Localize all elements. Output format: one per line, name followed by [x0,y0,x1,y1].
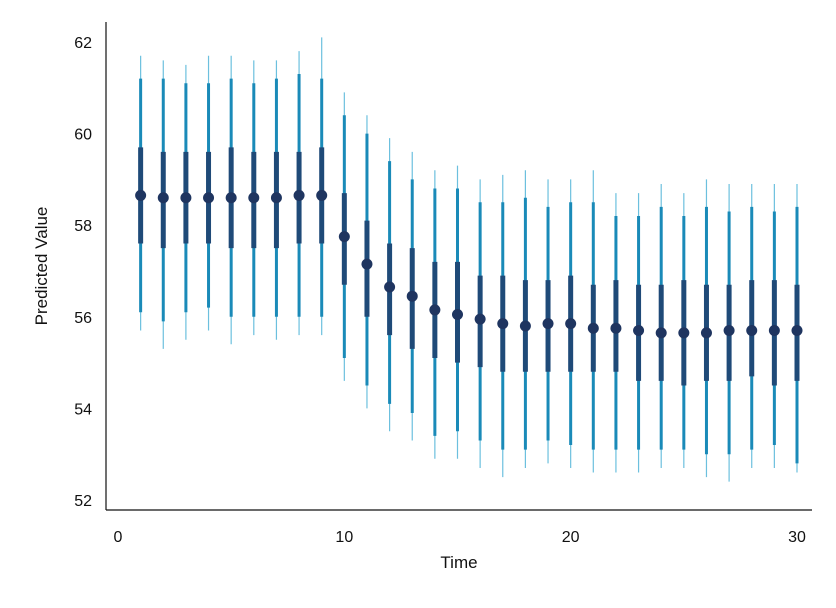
y-tick-label: 58 [74,218,92,235]
data-point [565,318,577,330]
data-point [519,320,531,332]
data-point [497,318,509,330]
data-point [203,192,215,204]
x-tick-label: 0 [114,529,123,546]
data-point [225,192,237,204]
x-tick-label: 30 [788,529,806,546]
data-point [610,322,622,334]
data-point [157,192,169,204]
x-axis-title: Time [440,553,477,572]
data-point [633,325,645,337]
data-point [474,313,486,325]
data-point [452,309,463,321]
x-tick-label: 20 [562,529,580,546]
y-axis-ticks: 52 54 56 58 60 62 [74,35,92,510]
data-point [135,189,147,201]
plot-marks [135,37,803,482]
data-point [700,327,712,339]
y-axis-title: Predicted Value [32,207,51,326]
data-point [429,304,441,316]
data-point [361,258,373,270]
data-point [791,325,803,337]
data-point [316,189,328,201]
y-tick-label: 52 [74,493,92,510]
data-point [338,231,350,243]
data-point [180,192,192,204]
data-point [746,325,758,337]
data-point [768,325,780,337]
data-point [723,325,735,337]
data-point [384,281,396,293]
x-tick-label: 10 [335,529,353,546]
data-point [587,322,599,334]
data-point [655,327,667,339]
data-point [248,192,260,204]
data-point [542,318,554,330]
data-point [270,192,282,204]
y-tick-label: 62 [74,35,92,52]
x-axis-ticks: 0 10 20 30 [114,529,806,546]
y-tick-label: 60 [74,127,92,144]
y-tick-label: 54 [74,401,92,418]
data-point [293,189,305,201]
data-point [406,290,418,302]
y-tick-label: 56 [74,310,92,327]
data-point [678,327,690,339]
